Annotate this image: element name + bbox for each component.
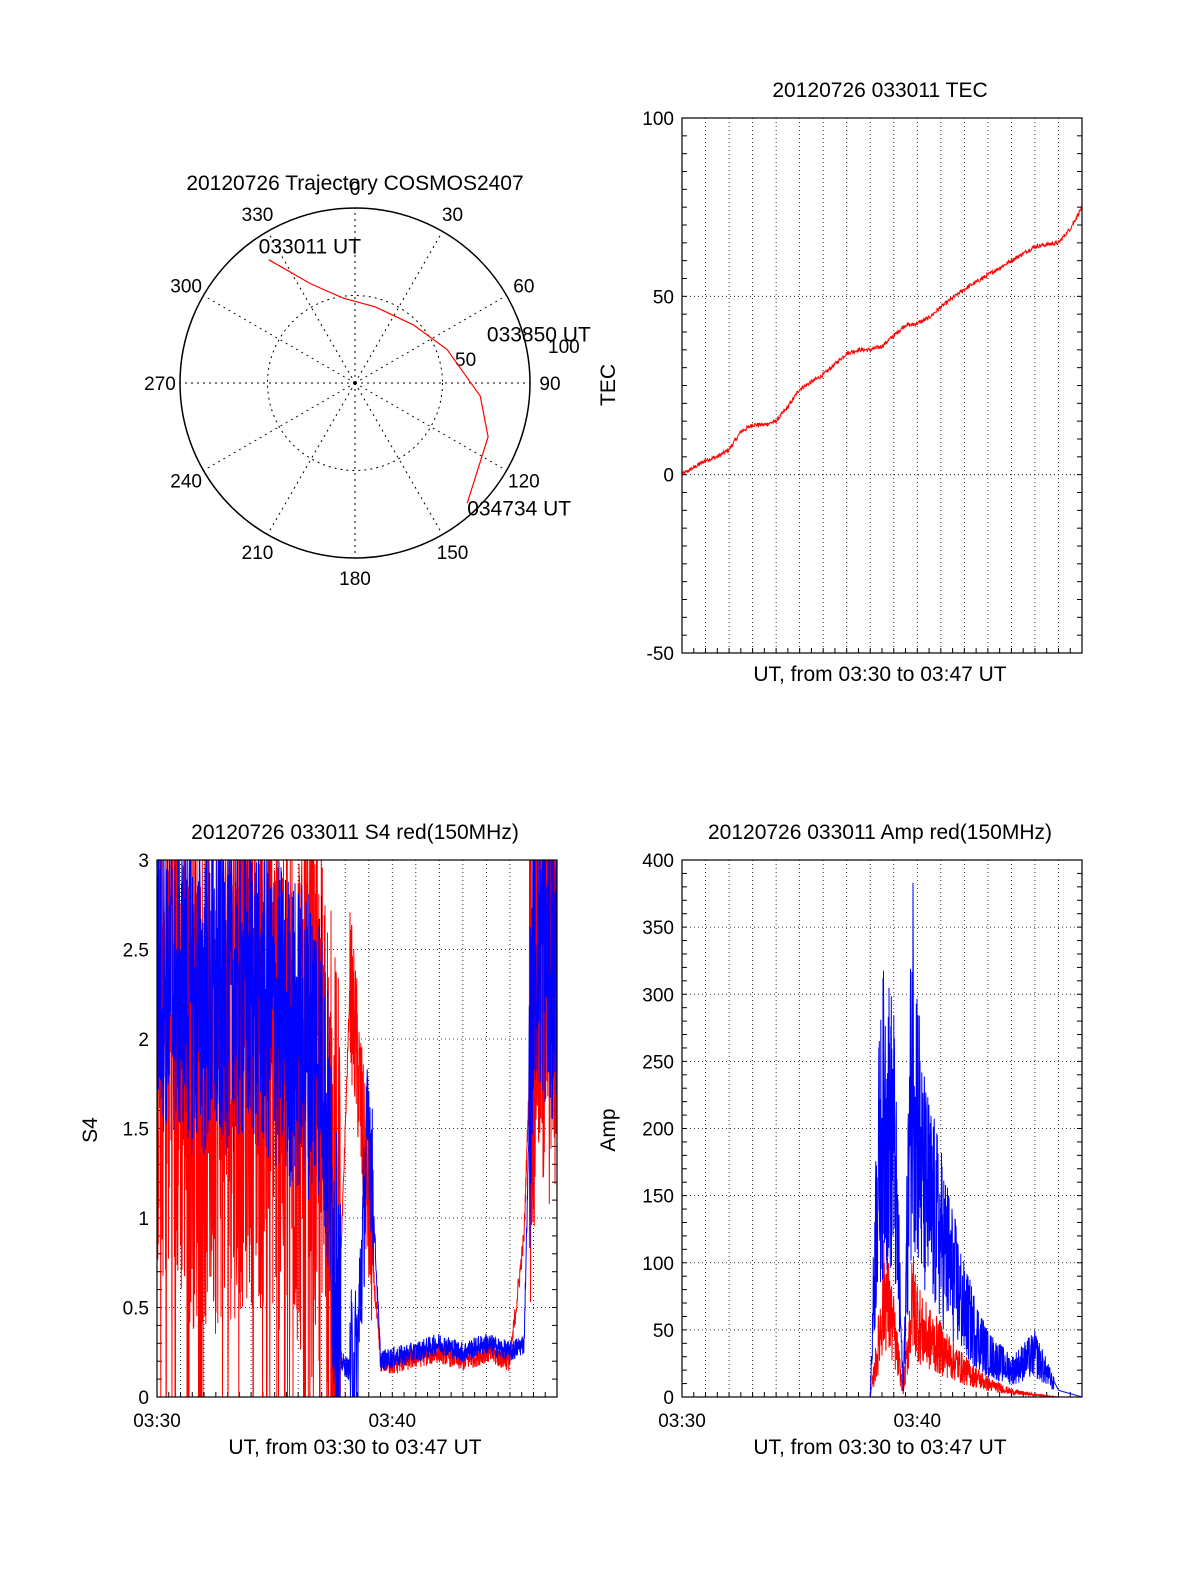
polar-angle-label: 210 <box>242 543 274 564</box>
y-tick-label: 1 <box>138 1209 149 1230</box>
trajectory-line <box>268 259 489 504</box>
x-tick-label: 03:30 <box>658 1411 706 1432</box>
polar-radius-label: 50 <box>455 350 476 371</box>
polar-angle-label: 180 <box>339 569 371 590</box>
polar-annotation: 033011 UT <box>259 236 362 259</box>
y-tick-label: 50 <box>653 287 674 308</box>
polar-annotation: 034734 UT <box>467 497 571 520</box>
series-line <box>681 205 1083 477</box>
y-tick-label: 100 <box>642 109 674 130</box>
tec-plot: 100 50 0 -50 <box>642 109 1083 665</box>
y-tick-label: -50 <box>647 644 674 665</box>
series-line <box>156 859 558 1398</box>
polar-spoke <box>203 382 356 471</box>
x-tick-label: 03:40 <box>894 1411 942 1432</box>
s4-title: 20120726 033011 S4 red(150MHz) <box>191 821 519 844</box>
polar-grid <box>179 207 531 559</box>
plot-frame <box>156 859 558 1398</box>
polar-angle-labels: 0 30 60 90 120 150 180 210 240 270 300 330 50 100 <box>144 179 580 590</box>
amp-title: 20120726 033011 Amp red(150MHz) <box>708 821 1052 844</box>
tec-xlabel: UT, from 03:30 to 03:47 UT <box>753 663 1006 686</box>
polar-spoke <box>267 382 356 535</box>
y-tick-label: 1.5 <box>123 1120 149 1141</box>
polar-angle-label: 150 <box>437 543 469 564</box>
polar-spoke <box>267 231 356 384</box>
polar-angle-label: 330 <box>242 205 274 226</box>
polar-angle-label: 60 <box>513 277 534 298</box>
polar-trajectory <box>268 259 489 504</box>
y-tick-label: 100 <box>642 1254 674 1275</box>
s4-plot: 0 0.5 1 1.5 2 2.5 3 03:30 03:40 <box>123 851 558 1432</box>
y-tick-label: 0 <box>138 1388 149 1409</box>
y-tick-label: 2 <box>138 1030 149 1051</box>
s4-ylabel: S4 <box>79 1117 102 1143</box>
y-tick-label: 200 <box>642 1120 674 1141</box>
tec-ylabel: TEC <box>597 364 620 406</box>
y-tick-label: 150 <box>642 1187 674 1208</box>
y-tick-label: 0 <box>663 1388 674 1409</box>
amp-plot: 0 50 100 150 200 250 300 350 400 03:30 03:40 <box>642 851 1083 1432</box>
polar-angle-label: 120 <box>508 472 540 493</box>
y-tick-label: 2.5 <box>123 941 149 962</box>
polar-inner-circle <box>267 295 443 471</box>
polar-radius-label: 100 <box>548 337 580 358</box>
trajectory-panel: 20120726 Trajectory COSMOS2407 0 30 60 90 12… <box>144 172 591 590</box>
plot-frame <box>681 859 1083 1398</box>
amp-panel: 20120726 033011 Amp red(150MHz) Amp UT, … <box>597 821 1083 1459</box>
polar-angle-label: 270 <box>144 374 176 395</box>
x-tick-label: 03:30 <box>133 1411 181 1432</box>
polar-angle-label: 30 <box>442 205 463 226</box>
polar-angle-label: 0 <box>350 179 361 200</box>
y-tick-label: 350 <box>642 918 674 939</box>
y-tick-label: 3 <box>138 851 149 872</box>
x-tick-label: 03:40 <box>369 1411 417 1432</box>
y-tick-label: 0 <box>663 466 674 487</box>
polar-annotations: 033011 UT 033850 UT 034734 UT <box>259 236 591 521</box>
polar-spoke <box>354 231 443 384</box>
tec-panel: 20120726 033011 TEC TEC UT, from 03:30 t… <box>597 79 1083 686</box>
polar-angle-label: 300 <box>170 277 202 298</box>
plot-frame <box>681 117 1083 654</box>
polar-angle-label: 90 <box>539 374 560 395</box>
y-tick-label: 250 <box>642 1052 674 1073</box>
polar-angle-label: 240 <box>170 472 202 493</box>
tec-title: 20120726 033011 TEC <box>772 79 987 102</box>
s4-panel: 20120726 033011 S4 red(150MHz) S4 UT, fr… <box>79 821 558 1459</box>
trajectory-title: 20120726 Trajectory COSMOS2407 <box>186 172 523 195</box>
s4-xlabel: UT, from 03:30 to 03:47 UT <box>228 1436 481 1459</box>
amp-xlabel: UT, from 03:30 to 03:47 UT <box>753 1436 1006 1459</box>
polar-spoke <box>354 382 507 471</box>
polar-spoke <box>354 295 507 384</box>
y-tick-label: 0.5 <box>123 1299 149 1320</box>
y-tick-label: 400 <box>642 851 674 872</box>
y-tick-label: 300 <box>642 985 674 1006</box>
polar-spoke <box>203 295 356 384</box>
y-tick-label: 50 <box>653 1321 674 1342</box>
polar-annotation: 033850 UT <box>487 323 591 346</box>
polar-spoke <box>354 382 443 535</box>
amp-ylabel: Amp <box>597 1108 620 1151</box>
